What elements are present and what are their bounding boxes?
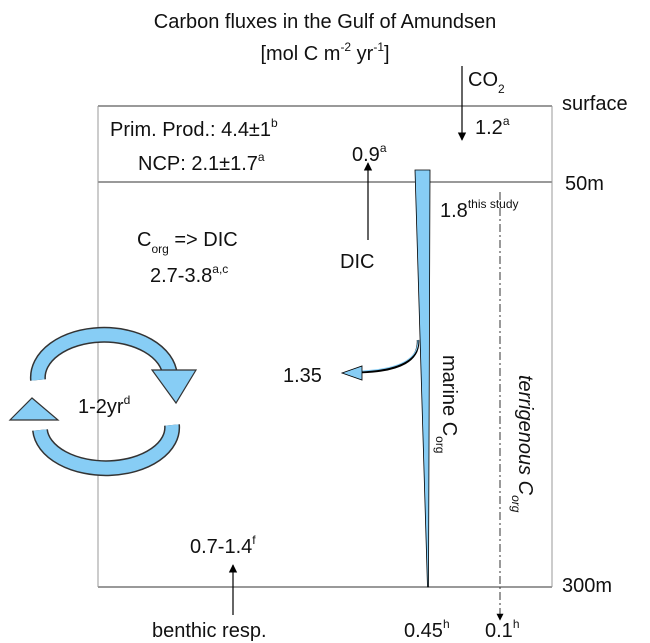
terrigenous-label: terrigenous Corg bbox=[509, 375, 536, 513]
depth-label: 300m bbox=[562, 575, 612, 597]
export-flux: 1.8this study bbox=[440, 197, 519, 222]
box bbox=[97, 105, 553, 588]
marine-flux-wedge bbox=[414, 169, 431, 588]
primary-production: Prim. Prod.: 4.4±1b bbox=[110, 116, 278, 141]
dic-flux: 0.9a bbox=[352, 141, 387, 166]
remineralization-range: 2.7-3.8a,c bbox=[150, 262, 228, 287]
dic: DIC bbox=[340, 251, 374, 273]
units: [mol C m-2 yr-1] bbox=[260, 40, 389, 65]
co2: CO2 bbox=[468, 69, 505, 96]
ncp: NCP: 2.1±1.7a bbox=[138, 150, 265, 175]
title: Carbon fluxes in the Gulf of Amundsen bbox=[154, 11, 496, 33]
marine-bottom-flux: 0.45h bbox=[404, 617, 450, 642]
benthic-flux: 0.7-1.4f bbox=[190, 533, 256, 558]
benthic-label: benthic resp. bbox=[152, 620, 267, 642]
lateral-branch bbox=[361, 339, 419, 372]
air-sea-flux: 1.2a bbox=[475, 114, 510, 139]
remineralization: Corg => DIC bbox=[137, 229, 238, 256]
terrigenous-bottom-flux: 0.1h bbox=[485, 617, 520, 642]
circulation-arrows bbox=[8, 326, 198, 477]
residence-time: 1-2yrd bbox=[78, 393, 130, 418]
depth-label: surface bbox=[562, 93, 628, 115]
lateral-flux: 1.35 bbox=[283, 365, 322, 387]
arrowhead bbox=[340, 365, 363, 381]
marine-label: marine Corg bbox=[433, 355, 460, 453]
depth-label: 50m bbox=[565, 173, 604, 195]
